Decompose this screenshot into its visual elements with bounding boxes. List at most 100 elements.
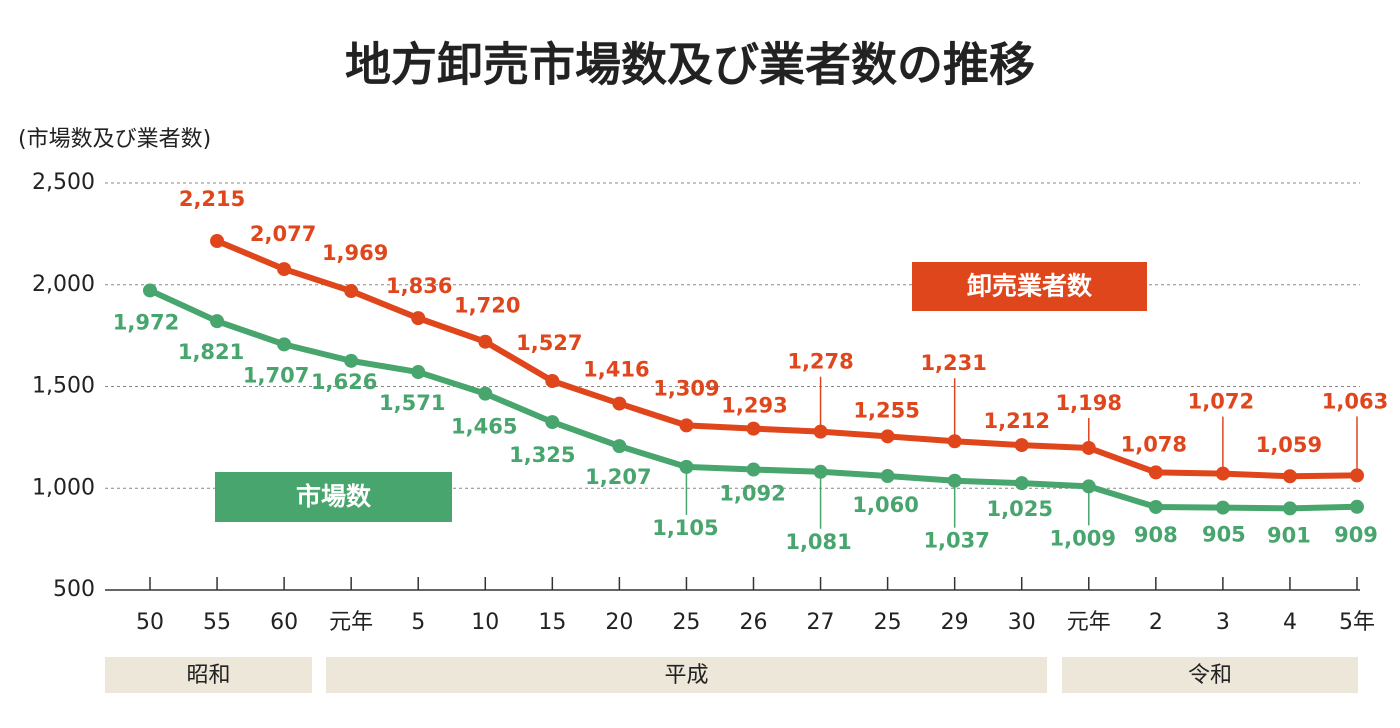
data-point (210, 314, 225, 329)
data-label: 1,037 (923, 529, 989, 553)
data-label: 1,198 (1056, 391, 1122, 415)
data-label: 1,278 (787, 350, 853, 374)
chart-title: 地方卸売市場数及び業者数の推移 (345, 38, 1035, 92)
era-band (1062, 657, 1358, 693)
y-axis-label: (市場数及び業者数) (18, 127, 211, 152)
data-point (478, 334, 493, 349)
data-label: 2,077 (250, 222, 316, 246)
x-tick-label: 元年 (1067, 610, 1111, 635)
data-point (1215, 500, 1230, 515)
data-label: 1,207 (585, 465, 651, 489)
data-label: 1,707 (243, 363, 309, 387)
x-tick-label: 55 (203, 610, 231, 635)
data-label: 1,060 (852, 493, 918, 517)
x-tick-label: 27 (807, 610, 835, 635)
data-label: 1,025 (987, 497, 1053, 521)
data-point (411, 365, 426, 380)
y-tick-label: 1,500 (32, 374, 95, 399)
data-label: 901 (1267, 523, 1311, 547)
data-label: 1,231 (920, 351, 986, 375)
x-tick-label: 26 (740, 610, 768, 635)
series-line (215, 238, 1358, 480)
data-point (746, 421, 761, 436)
data-label: 905 (1202, 523, 1246, 547)
data-point (1014, 476, 1029, 491)
data-label: 909 (1334, 523, 1378, 547)
legend-box (912, 262, 1147, 311)
data-label: 1,325 (509, 443, 575, 467)
x-tick-label: 元年 (329, 610, 373, 635)
data-label: 1,105 (652, 516, 718, 540)
data-label: 1,836 (386, 274, 452, 298)
era-label: 平成 (664, 663, 708, 688)
data-point (143, 283, 157, 298)
x-tick-label: 4 (1283, 610, 1297, 635)
data-label: 1,059 (1256, 433, 1322, 457)
era-band (326, 657, 1047, 693)
data-point (277, 337, 292, 352)
data-point (1350, 499, 1364, 514)
data-point (344, 353, 359, 368)
data-point (210, 233, 225, 248)
era-label: 昭和 (186, 663, 230, 688)
data-label: 1,626 (311, 370, 377, 394)
y-tick-label: 1,000 (32, 475, 95, 500)
x-tick-label: 60 (270, 610, 298, 635)
data-label: 1,212 (984, 409, 1050, 433)
data-label: 1,465 (451, 415, 517, 439)
legend-box (215, 472, 452, 522)
data-label: 1,571 (379, 391, 445, 415)
data-point (411, 311, 426, 326)
x-tick-label: 3 (1216, 610, 1230, 635)
data-point (746, 462, 761, 477)
data-point (277, 262, 292, 277)
data-label: 1,072 (1188, 390, 1254, 414)
x-tick-label: 29 (941, 610, 969, 635)
data-label: 1,972 (113, 310, 179, 334)
x-tick-label: 25 (672, 610, 700, 635)
data-point (1282, 469, 1297, 484)
y-tick-label: 500 (53, 577, 95, 602)
x-tick-label: 10 (471, 610, 499, 635)
x-tick-label: 2 (1149, 610, 1163, 635)
x-tick-label: 15 (538, 610, 566, 635)
data-label: 1,078 (1121, 432, 1187, 456)
data-point (344, 284, 359, 299)
data-label: 1,009 (1050, 526, 1116, 550)
data-point (880, 429, 895, 444)
data-point (545, 374, 560, 389)
data-point (1014, 438, 1029, 453)
data-label: 1,821 (178, 340, 244, 364)
data-point (1282, 501, 1297, 516)
data-label: 1,092 (719, 482, 785, 506)
data-point (478, 386, 493, 401)
data-label: 1,063 (1322, 389, 1388, 413)
data-point (1148, 465, 1163, 480)
legend-label: 市場数 (296, 482, 372, 511)
data-label: 2,215 (179, 187, 245, 211)
data-label: 1,416 (583, 358, 649, 382)
data-point (545, 415, 560, 430)
data-label: 1,255 (853, 398, 919, 422)
data-point (679, 418, 694, 433)
x-tick-label: 50 (136, 610, 164, 635)
y-tick-label: 2,500 (32, 170, 95, 195)
x-tick-label: 20 (605, 610, 633, 635)
y-tick-label: 2,000 (32, 272, 95, 297)
era-band (105, 657, 312, 693)
data-label: 1,293 (721, 394, 787, 418)
data-label: 1,969 (322, 241, 388, 265)
data-label: 908 (1134, 523, 1178, 547)
data-label: 1,309 (653, 376, 719, 400)
data-label: 1,720 (454, 294, 520, 318)
x-tick-label: 25 (874, 610, 902, 635)
era-label: 令和 (1188, 663, 1232, 688)
x-tick-label: 5年 (1339, 610, 1375, 635)
legend-label: 卸売業者数 (967, 272, 1093, 301)
data-label: 1,527 (516, 331, 582, 355)
x-tick-label: 30 (1008, 610, 1036, 635)
data-point (1148, 499, 1163, 514)
data-point (612, 396, 627, 411)
data-point (612, 439, 627, 454)
